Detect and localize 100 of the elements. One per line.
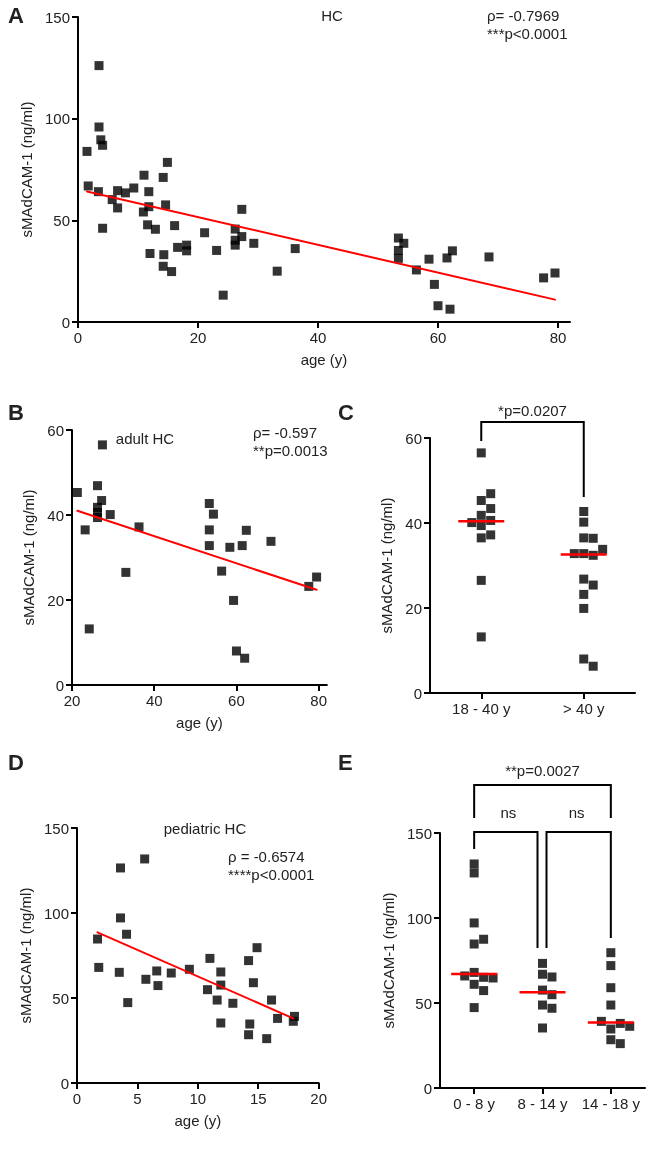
annotation: ρ = -0.6574: [228, 848, 305, 865]
x-tick-label: 40: [309, 329, 327, 346]
point: [116, 863, 125, 873]
text: E: [338, 749, 353, 775]
point: [122, 929, 132, 939]
y-tick-label: 100: [44, 110, 70, 128]
point: [203, 985, 212, 995]
point: [139, 170, 149, 180]
x-tick-label: 20: [310, 1090, 327, 1107]
point: [429, 279, 439, 289]
x-tick-label: 60: [228, 692, 245, 709]
point: [98, 140, 108, 150]
point: [212, 995, 222, 1005]
point: [159, 250, 169, 260]
x-tick-label: 60: [429, 329, 447, 346]
point: [312, 572, 322, 582]
text: ns: [500, 804, 517, 821]
x-axis-title: age (y): [174, 1112, 222, 1129]
x-tick-label: 40: [145, 692, 163, 709]
x-tick-label: 80: [310, 692, 327, 709]
text: **p=0.0027: [505, 762, 580, 779]
point: [150, 224, 160, 234]
y-tick-label: 0: [55, 676, 64, 694]
chart-title: adult HC: [115, 430, 175, 447]
point: [141, 974, 151, 984]
point: [218, 290, 228, 300]
point: [98, 223, 108, 233]
point: [162, 157, 172, 167]
point: [229, 595, 239, 605]
y-tick-label: 20: [47, 591, 64, 609]
y-axis-title: sMAdCAM-1 (ng/ml): [380, 892, 397, 1029]
point: [248, 978, 258, 988]
point: [129, 183, 139, 193]
y-tick-label: 40: [47, 506, 64, 524]
y-axis-title: sMAdCAM-1 (ng/ml): [378, 497, 395, 634]
point: [123, 998, 133, 1008]
point: [442, 253, 452, 263]
point: [182, 246, 192, 256]
point: [92, 481, 102, 491]
y-tick-label: 60: [47, 421, 64, 439]
point: [216, 967, 226, 977]
point: [204, 499, 214, 509]
point: [230, 240, 240, 250]
point: [200, 228, 210, 238]
point: [94, 962, 104, 972]
x-tick-label: 0: [72, 1090, 82, 1107]
point: [217, 566, 227, 576]
text: B: [8, 399, 24, 425]
x-tick-label: 14 - 18 y: [581, 1095, 641, 1112]
point: [424, 254, 434, 264]
point: [166, 968, 176, 978]
point: [97, 440, 107, 450]
point: [152, 966, 162, 976]
annotation: ***p<0.0001: [487, 25, 568, 42]
point: [231, 646, 241, 656]
x-tick-label: 15: [249, 1090, 267, 1107]
point: [228, 998, 238, 1008]
point: [539, 273, 549, 283]
point: [267, 995, 277, 1005]
point: [161, 200, 171, 210]
point: [114, 967, 124, 977]
y-tick-label: 60: [405, 429, 422, 447]
x-tick-label: 0: [73, 329, 83, 346]
point: [241, 525, 251, 535]
point: [208, 509, 218, 519]
y-tick-label: 150: [406, 824, 432, 842]
point: [288, 1016, 298, 1026]
x-tick-label: 18 - 40 y: [452, 700, 511, 717]
point: [244, 956, 254, 966]
x-tick-label: > 40 y: [563, 700, 605, 717]
annotation: ρ= -0.7969: [487, 7, 560, 24]
point: [158, 172, 168, 182]
x-tick-label: 5: [133, 1090, 142, 1107]
y-tick-label: 50: [52, 989, 69, 1007]
x-tick-label: 10: [189, 1090, 207, 1107]
point: [144, 187, 154, 197]
point: [447, 246, 457, 256]
y-tick-label: 0: [61, 313, 70, 331]
point: [140, 854, 150, 864]
point: [245, 1019, 255, 1029]
point: [170, 221, 180, 231]
point: [445, 304, 455, 314]
point: [121, 567, 131, 577]
point: [252, 943, 262, 953]
y-axis-title: sMAdCAM-1 (ng/ml): [17, 887, 34, 1024]
point: [113, 203, 123, 213]
point: [204, 541, 214, 551]
point: [158, 261, 168, 271]
point: [216, 1018, 226, 1028]
y-tick-label: 150: [43, 819, 69, 837]
x-tick-label: 80: [549, 329, 567, 346]
y-tick-label: 20: [405, 599, 422, 617]
point: [433, 301, 443, 311]
point: [393, 253, 403, 263]
point: [84, 624, 94, 634]
y-tick-label: 100: [43, 904, 69, 922]
point: [399, 238, 409, 248]
point: [266, 536, 276, 546]
point: [80, 525, 90, 535]
point: [205, 953, 215, 963]
